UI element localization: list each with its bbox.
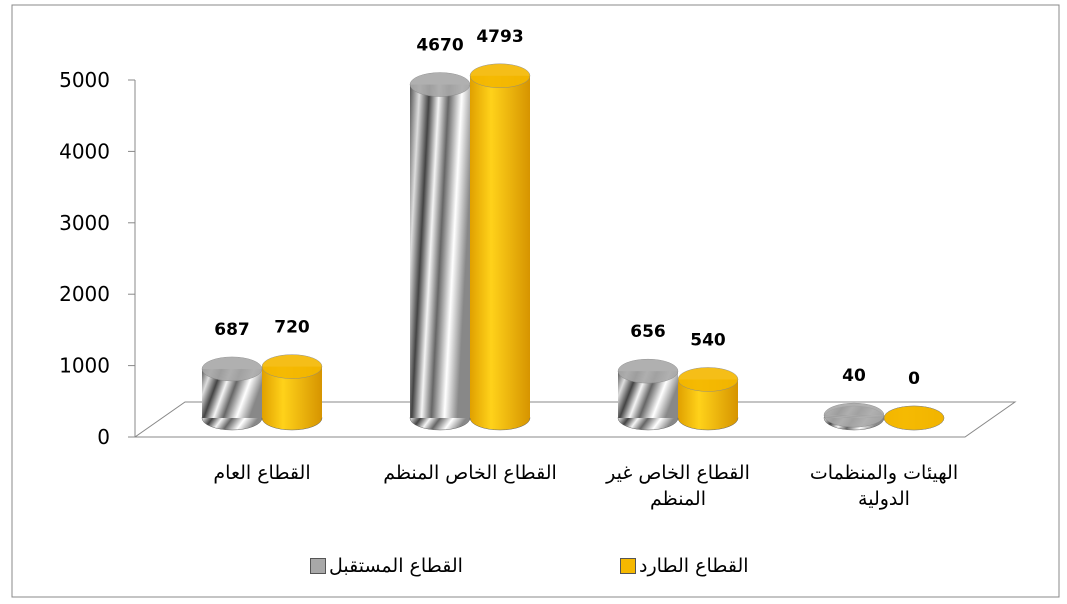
- x-tick-label: القطاع العام: [213, 462, 311, 484]
- y-tick-label: 2000: [59, 282, 110, 306]
- legend-label: القطاع المستقبل: [329, 555, 463, 577]
- y-tick-label: 1000: [59, 354, 110, 378]
- value-label: 0: [908, 369, 920, 389]
- cylinder-top: [677, 367, 739, 392]
- cylinder: [201, 356, 263, 431]
- cylinder: [617, 358, 679, 431]
- legend-label: القطاع الطارد: [639, 555, 749, 577]
- value-label: 4793: [476, 27, 523, 47]
- cylinder-top: [469, 63, 531, 89]
- value-label: 540: [690, 330, 726, 350]
- cylinder: [261, 354, 323, 431]
- y-tick-label: 0: [97, 425, 110, 449]
- value-label: 4670: [416, 36, 463, 56]
- legend-item: القطاع الطارد: [620, 555, 749, 577]
- x-tick-label: الهيئات والمنظمات الدولية: [809, 462, 959, 510]
- value-label: 40: [842, 366, 866, 386]
- cylinder-top: [823, 402, 885, 428]
- value-label: 720: [274, 318, 310, 338]
- cylinder-top: [201, 356, 263, 382]
- frame: [11, 4, 1060, 598]
- cylinder-top: [883, 405, 945, 431]
- cylinder-body: [410, 84, 470, 418]
- cylinder: [823, 402, 885, 431]
- cylinder: [469, 63, 531, 431]
- cylinder-top: [261, 354, 323, 379]
- cylinder: [409, 72, 471, 431]
- y-tick-label: 5000: [59, 68, 110, 92]
- cylinder: [883, 405, 945, 431]
- cylinder-body: [470, 75, 530, 419]
- cylinder-top: [617, 358, 679, 384]
- value-label: 687: [214, 320, 250, 340]
- floor: [133, 401, 1017, 438]
- y-tick-label: 4000: [59, 139, 110, 163]
- cylinder: [677, 367, 739, 431]
- x-tick-label: القطاع الخاص المنظم: [383, 462, 557, 484]
- x-tick-label: القطاع الخاص غير المنظم: [606, 462, 750, 510]
- legend-swatch: [620, 558, 636, 574]
- legend-swatch: [310, 558, 326, 574]
- cylinder-top: [409, 72, 471, 97]
- legend-item: القطاع المستقبل: [310, 555, 463, 577]
- value-label: 656: [630, 322, 666, 342]
- y-tick-label: 3000: [59, 211, 110, 235]
